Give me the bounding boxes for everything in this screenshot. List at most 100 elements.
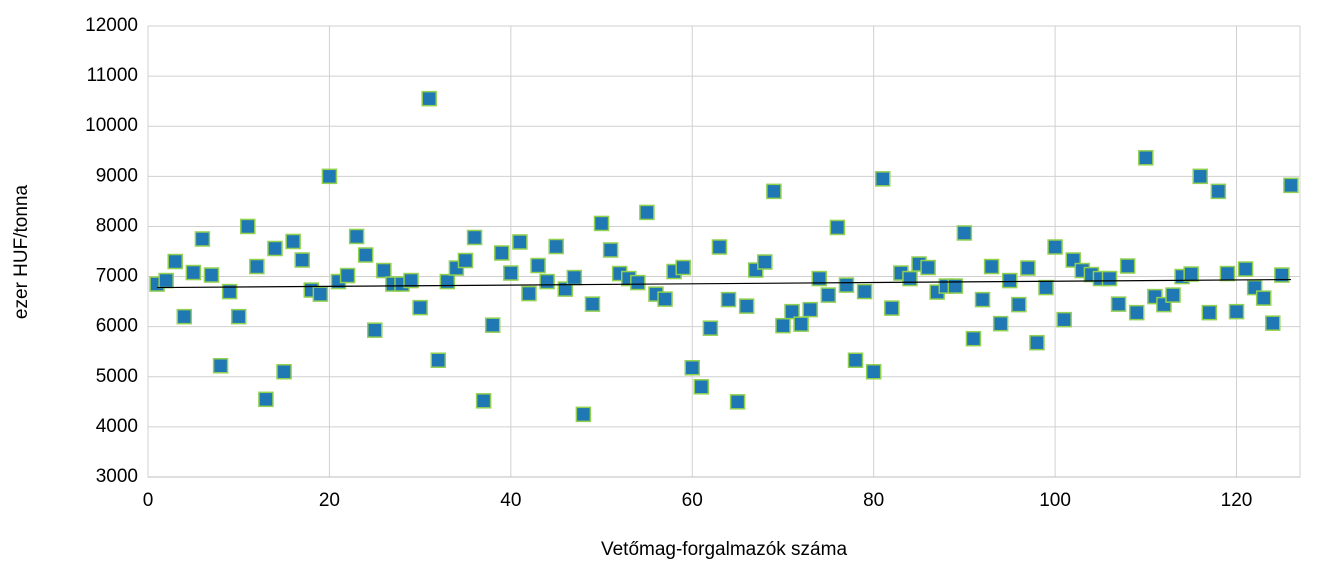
point xyxy=(693,379,710,395)
y-tick-label: 10000 xyxy=(85,115,138,136)
point xyxy=(947,278,964,294)
point xyxy=(784,303,800,320)
point xyxy=(321,168,338,185)
y-tick-label: 7000 xyxy=(96,266,138,287)
y-tick-label: 12000 xyxy=(85,15,138,36)
point xyxy=(1138,150,1154,166)
point xyxy=(185,264,202,281)
point xyxy=(1038,279,1054,296)
point xyxy=(884,300,900,316)
point xyxy=(203,267,220,283)
point xyxy=(421,90,437,107)
point xyxy=(240,218,256,235)
point xyxy=(856,283,873,300)
point xyxy=(1011,296,1027,313)
point xyxy=(285,233,301,250)
point xyxy=(457,252,474,269)
point xyxy=(838,277,855,293)
point xyxy=(793,316,809,332)
point xyxy=(176,308,193,325)
point xyxy=(339,267,356,284)
point xyxy=(1192,168,1208,185)
y-tick-label: 4000 xyxy=(96,416,138,437)
point xyxy=(367,322,383,338)
point xyxy=(1237,261,1254,277)
point xyxy=(757,254,773,270)
point xyxy=(775,317,791,334)
point xyxy=(1265,315,1281,331)
point xyxy=(566,269,583,286)
point xyxy=(630,274,646,291)
point xyxy=(530,257,546,274)
y-tick-label: 6000 xyxy=(96,316,138,337)
x-tick-label: 60 xyxy=(682,490,703,511)
point xyxy=(584,296,601,312)
point xyxy=(1020,260,1036,276)
point xyxy=(1283,177,1299,194)
point xyxy=(1210,183,1227,200)
point xyxy=(684,360,701,376)
point xyxy=(847,352,864,368)
point xyxy=(548,238,564,255)
point xyxy=(974,291,991,308)
point xyxy=(711,239,728,255)
point xyxy=(1228,303,1245,320)
x-axis-label: Vetőmag-forgalmazók száma xyxy=(601,539,847,560)
y-tick-label: 11000 xyxy=(87,65,138,86)
y-tick-label: 5000 xyxy=(96,366,138,387)
point xyxy=(503,265,519,281)
point xyxy=(1128,304,1145,321)
point xyxy=(484,317,501,333)
point xyxy=(376,262,392,279)
point xyxy=(1274,267,1290,283)
point xyxy=(1255,290,1272,306)
point xyxy=(1001,272,1018,289)
point xyxy=(512,234,528,250)
point xyxy=(639,204,655,221)
point xyxy=(312,286,329,302)
point xyxy=(920,259,936,276)
x-tick-label: 40 xyxy=(500,490,521,511)
point xyxy=(1101,270,1118,287)
point xyxy=(602,242,619,258)
trendline xyxy=(157,278,1291,289)
point xyxy=(766,183,782,200)
x-tick-label: 120 xyxy=(1221,490,1253,511)
point xyxy=(657,291,673,307)
point xyxy=(1056,311,1072,328)
point xyxy=(738,298,755,314)
point xyxy=(212,358,229,374)
point xyxy=(258,391,274,408)
point xyxy=(167,253,183,270)
point xyxy=(466,229,483,246)
x-tick-label: 80 xyxy=(863,490,884,511)
x-tick-label: 100 xyxy=(1039,490,1071,511)
point xyxy=(811,270,827,287)
y-tick-label: 8000 xyxy=(96,215,138,236)
point xyxy=(983,258,1000,275)
point xyxy=(1047,239,1063,255)
point xyxy=(221,283,238,300)
point xyxy=(412,299,428,316)
y-tick-label: 3000 xyxy=(96,466,138,487)
point xyxy=(802,301,818,318)
point xyxy=(1183,266,1199,282)
point xyxy=(1165,287,1181,303)
point xyxy=(276,364,292,380)
point xyxy=(1219,265,1236,282)
point xyxy=(1119,258,1136,274)
point xyxy=(294,252,310,268)
point xyxy=(430,352,447,368)
point xyxy=(956,225,973,241)
point xyxy=(720,291,737,308)
point xyxy=(439,273,456,290)
point xyxy=(675,259,691,276)
point xyxy=(965,330,982,347)
y-tick-label: 9000 xyxy=(96,165,138,186)
point xyxy=(158,272,174,289)
point xyxy=(194,231,211,247)
point xyxy=(521,285,537,302)
point xyxy=(403,272,419,289)
point xyxy=(1029,334,1045,351)
